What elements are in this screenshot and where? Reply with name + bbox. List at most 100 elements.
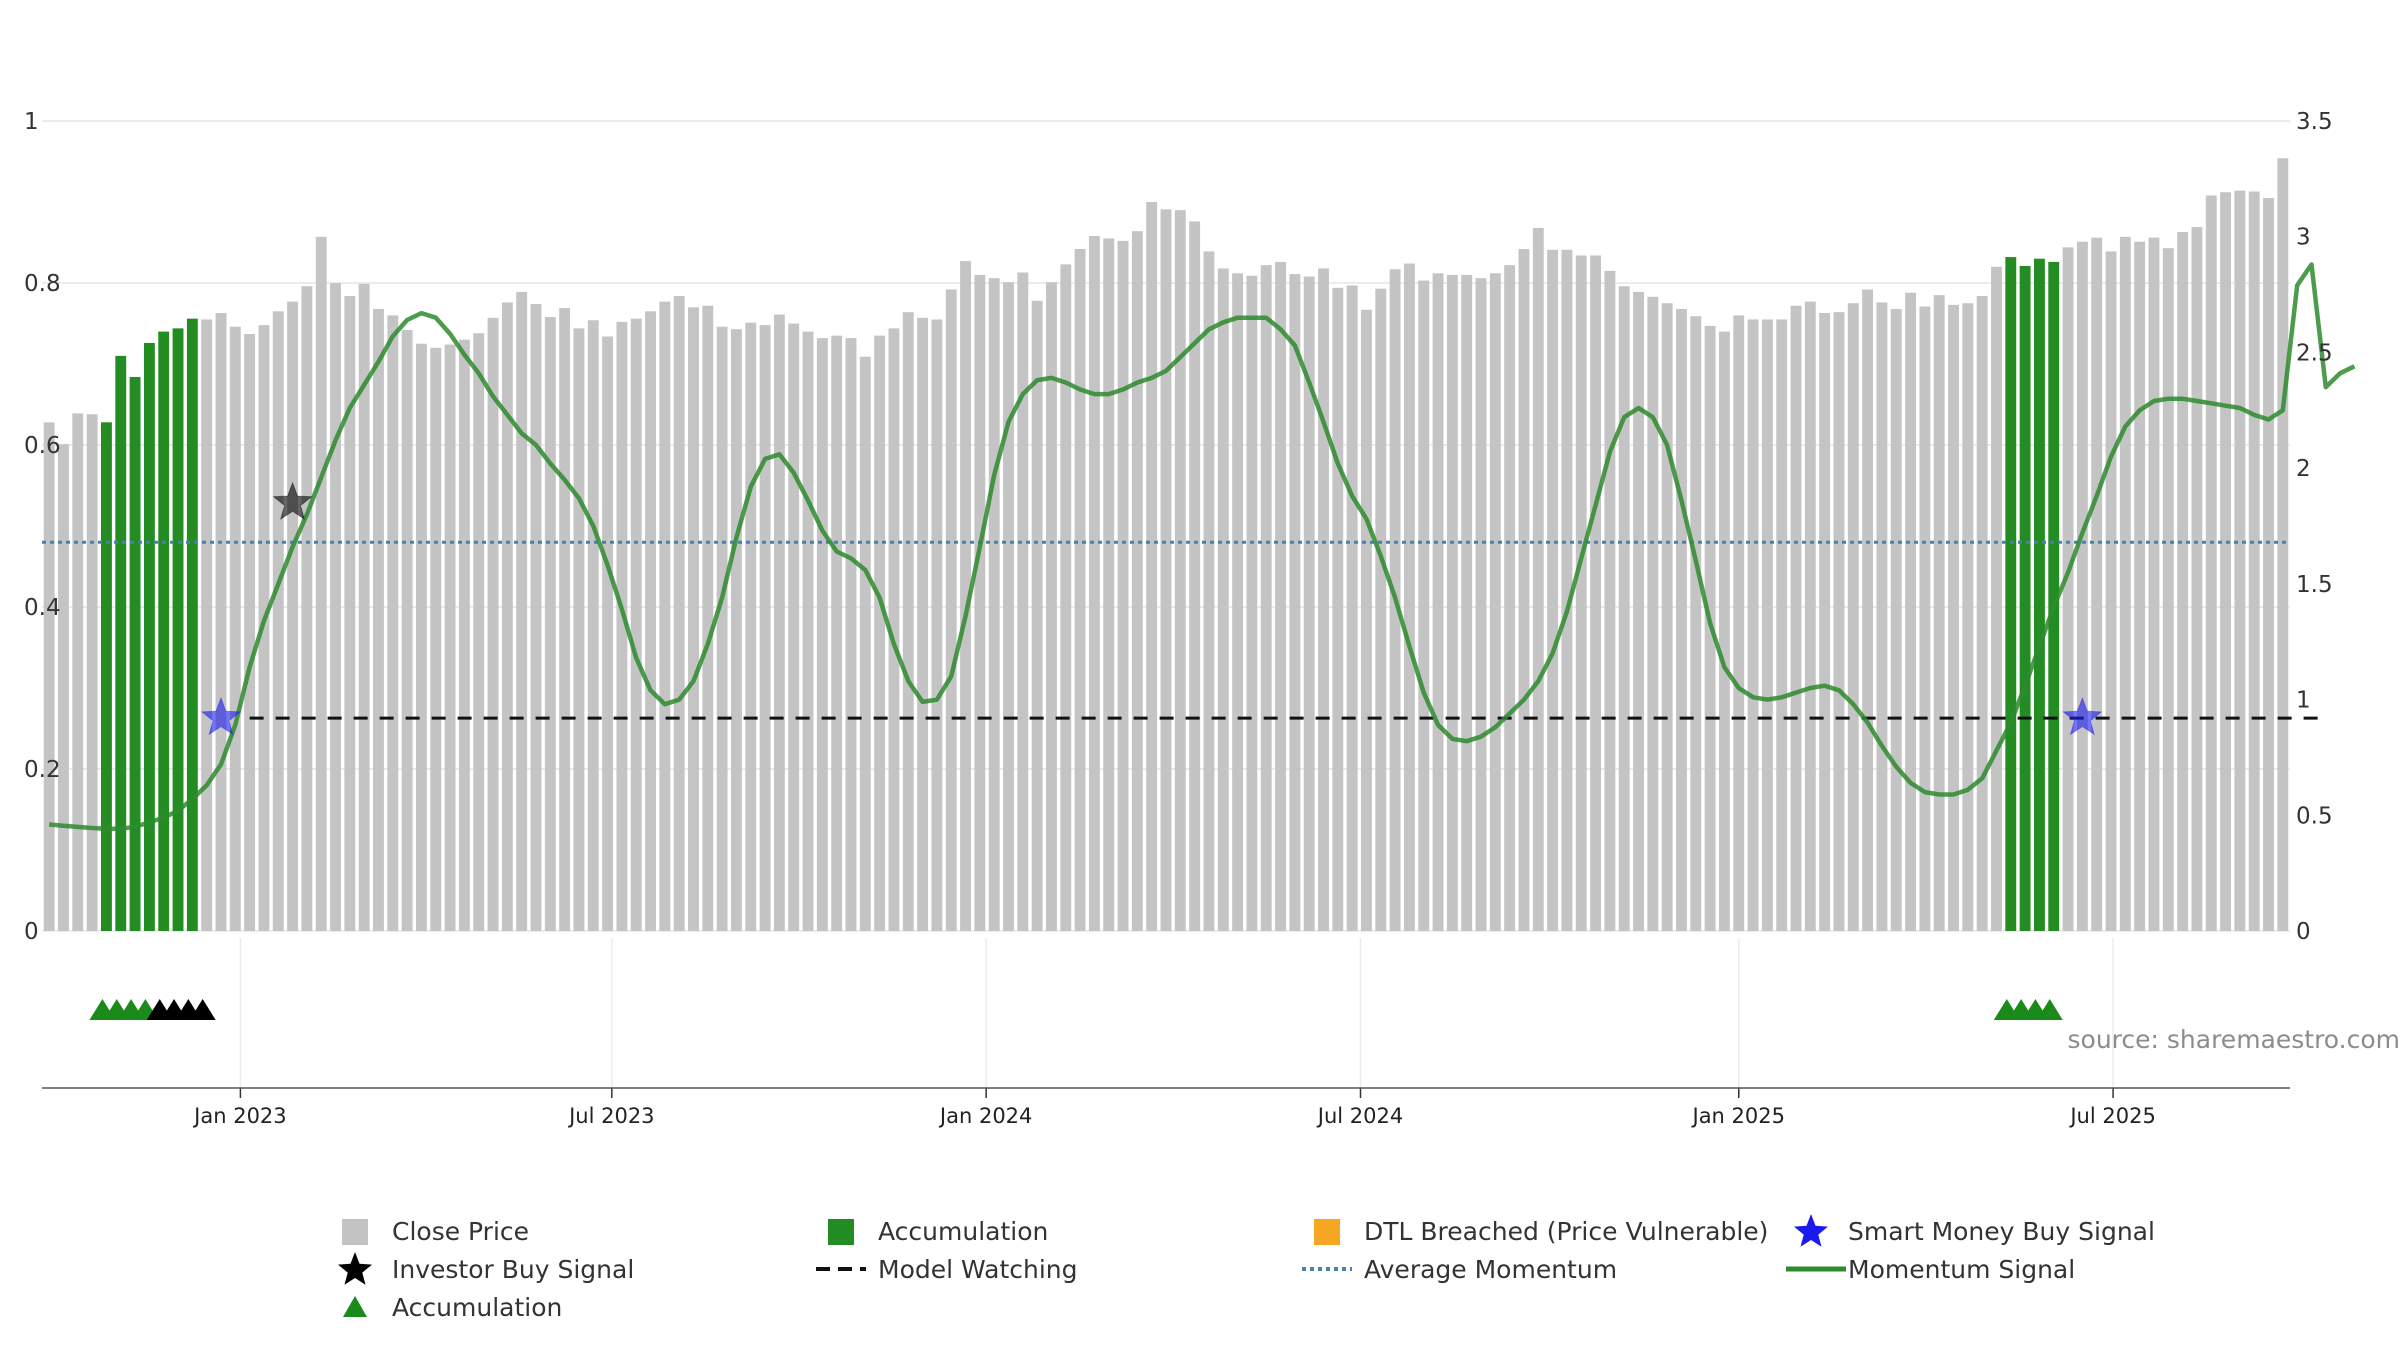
price-bar xyxy=(473,333,485,932)
price-bar xyxy=(573,328,585,931)
legend-item-accumulation-marker: Accumulation xyxy=(330,1288,562,1326)
price-bar xyxy=(501,302,513,931)
accumulation-bar xyxy=(186,318,198,931)
price-bar xyxy=(387,315,399,931)
price-bar xyxy=(688,307,699,931)
left-axis-tick-label: 0 xyxy=(24,919,39,945)
price-bar xyxy=(201,319,213,931)
price-bar xyxy=(1375,288,1387,931)
left-axis-tick-label: 0.4 xyxy=(24,595,61,621)
price-bar xyxy=(1361,309,1372,932)
price-bar xyxy=(1633,291,1644,931)
price-bar xyxy=(1003,282,1014,931)
right-axis-tick-label: 1.5 xyxy=(2296,572,2333,598)
accumulation-triangle xyxy=(189,999,216,1020)
price-bar xyxy=(974,274,986,931)
price-bar xyxy=(659,301,671,931)
accumulation-bar xyxy=(129,376,141,932)
price-bar xyxy=(616,321,628,931)
price-bar xyxy=(960,261,971,931)
x-axis-tick-label: Jul 2023 xyxy=(567,1104,654,1128)
accumulation-bar xyxy=(100,422,112,931)
right-axis-tick-label: 1 xyxy=(2296,688,2311,714)
price-bar xyxy=(602,336,614,932)
green-line-icon xyxy=(1786,1266,1846,1272)
price-bar xyxy=(1991,266,2002,931)
price-bar xyxy=(1117,240,1129,931)
price-bar xyxy=(802,331,814,932)
legend-item-accumulation: Accumulation xyxy=(816,1212,1048,1250)
smart-money-buy-signal-star xyxy=(200,696,242,736)
price-bar xyxy=(1790,305,1802,931)
legend: Close Price Accumulation DTL Breached (P… xyxy=(330,1212,2230,1332)
price-bar xyxy=(2191,227,2203,932)
price-bar xyxy=(1561,249,1573,932)
price-bar xyxy=(587,320,599,931)
legend-item-investor-buy: Investor Buy Signal xyxy=(330,1250,634,1288)
price-bar xyxy=(401,329,413,932)
right-axis-tick-label: 2 xyxy=(2296,456,2311,482)
gray-square-icon xyxy=(342,1219,368,1245)
price-bar xyxy=(1890,308,1902,931)
price-bar xyxy=(1647,296,1659,931)
price-bar xyxy=(1733,315,1745,931)
price-bar xyxy=(330,283,341,931)
price-bar xyxy=(1403,263,1415,931)
price-bar xyxy=(1332,287,1344,931)
price-bar xyxy=(1518,248,1530,932)
price-bar xyxy=(1976,295,1988,932)
source-credit: source: sharemaestro.com xyxy=(2068,1025,2400,1054)
price-bar xyxy=(301,286,313,931)
price-bar xyxy=(1604,270,1616,932)
price-bar xyxy=(1131,231,1143,931)
price-bar xyxy=(344,295,356,932)
momentum-signal-line xyxy=(49,262,2356,831)
orange-square-icon xyxy=(1314,1219,1340,1245)
price-bar xyxy=(1160,209,1172,932)
price-bar xyxy=(215,312,227,932)
price-bar xyxy=(415,343,427,931)
price-bar xyxy=(1747,319,1759,931)
price-bar xyxy=(1046,282,1057,931)
legend-label: Average Momentum xyxy=(1364,1254,1618,1284)
price-bar xyxy=(831,335,843,931)
price-bar xyxy=(859,356,871,932)
green-triangle-icon xyxy=(343,1296,367,1317)
legend-item-dtl-breached: DTL Breached (Price Vulnerable) xyxy=(1302,1212,1768,1250)
x-axis-tick-label: Jan 2025 xyxy=(1691,1104,1786,1128)
price-bar xyxy=(1217,268,1229,931)
dotted-line-icon xyxy=(1302,1267,1352,1271)
price-bar xyxy=(731,329,742,931)
legend-label: DTL Breached (Price Vulnerable) xyxy=(1364,1216,1769,1246)
price-bar xyxy=(1017,272,1029,932)
signal-markers xyxy=(89,481,2103,1020)
x-axis-tick-label: Jan 2023 xyxy=(192,1104,287,1128)
price-bar xyxy=(788,323,800,931)
price-bar xyxy=(773,314,785,932)
price-bar xyxy=(1461,274,1473,931)
price-bar xyxy=(931,319,943,931)
price-bar xyxy=(1074,248,1086,932)
price-bar xyxy=(1060,264,1072,931)
price-bar xyxy=(2091,237,2103,931)
price-bar xyxy=(759,325,771,931)
price-bar xyxy=(2248,191,2260,932)
accumulation-bar xyxy=(143,342,155,931)
price-bar xyxy=(1418,280,1430,931)
price-bar xyxy=(1919,306,1931,931)
price-bar xyxy=(1446,274,1458,931)
chart-lines xyxy=(42,262,2356,831)
accumulation-bar xyxy=(115,355,127,931)
accumulation-bar xyxy=(172,328,184,931)
price-bar xyxy=(458,339,470,931)
price-bar xyxy=(1661,303,1673,931)
price-bar xyxy=(1847,303,1859,931)
price-bar xyxy=(315,236,327,931)
legend-item-close-price: Close Price xyxy=(330,1212,529,1250)
left-axis-tick-label: 0.6 xyxy=(24,433,61,459)
price-bar xyxy=(1260,265,1272,931)
price-bar xyxy=(86,414,98,932)
price-bar xyxy=(2105,251,2117,931)
price-bar xyxy=(2220,192,2232,931)
